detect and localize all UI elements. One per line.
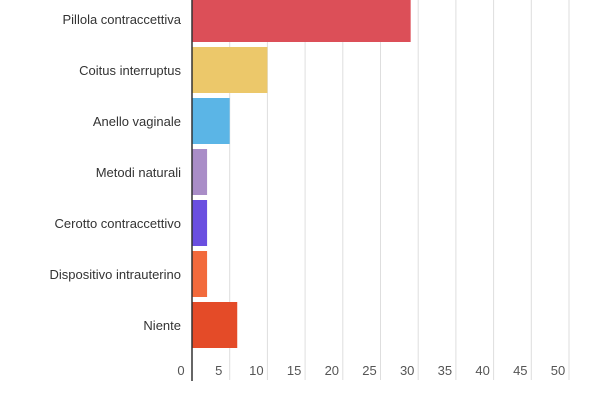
bar — [192, 149, 208, 195]
bar — [192, 47, 268, 93]
x-tick-label: 25 — [362, 363, 376, 378]
bar — [192, 200, 208, 246]
x-tick-label: 20 — [325, 363, 339, 378]
category-label: Niente — [143, 318, 181, 333]
x-tick-label: 50 — [551, 363, 565, 378]
x-tick-label: 45 — [513, 363, 527, 378]
x-tick-label: 40 — [475, 363, 489, 378]
category-label: Anello vaginale — [93, 114, 181, 129]
x-tick-label: 35 — [438, 363, 452, 378]
x-tick-label: 0 — [177, 363, 184, 378]
bar — [192, 302, 238, 348]
category-label: Metodi naturali — [96, 165, 181, 180]
category-label: Pillola contraccettiva — [63, 12, 182, 27]
x-tick-label: 30 — [400, 363, 414, 378]
category-label: Coitus interruptus — [79, 63, 181, 78]
x-tick-label: 15 — [287, 363, 301, 378]
x-tick-label: 10 — [249, 363, 263, 378]
bar — [192, 251, 208, 297]
category-label: Dispositivo intrauterino — [49, 267, 181, 282]
x-tick-label: 5 — [215, 363, 222, 378]
bar — [192, 98, 230, 144]
category-label: Cerotto contraccettivo — [55, 216, 181, 231]
bar — [192, 0, 411, 42]
